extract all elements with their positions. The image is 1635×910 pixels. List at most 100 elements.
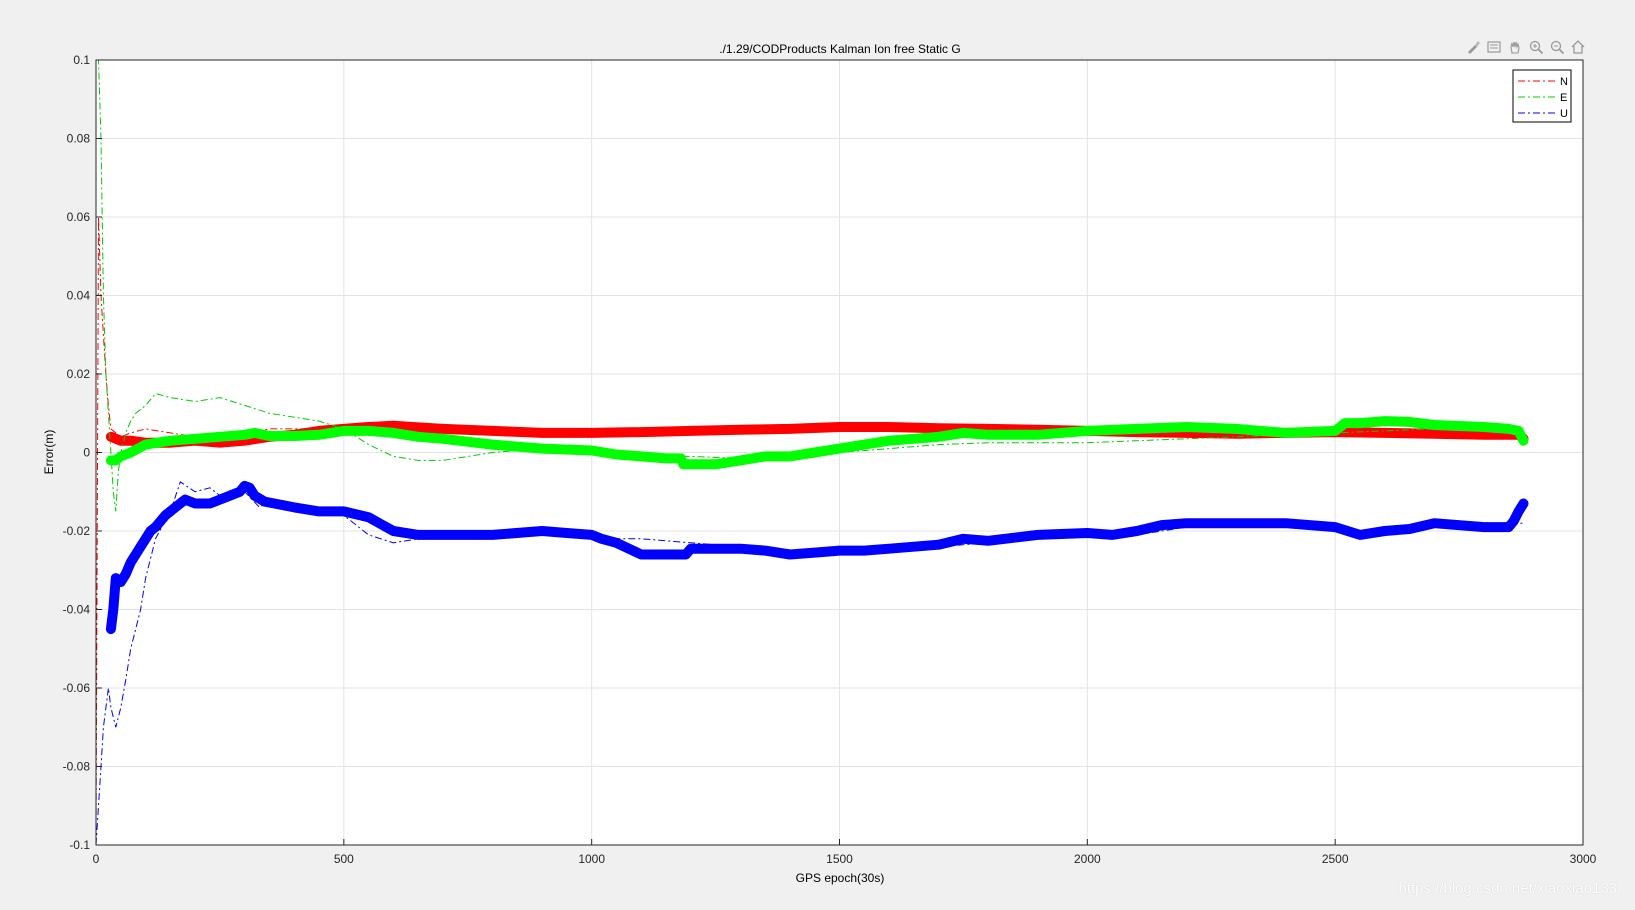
data-point-e (835, 444, 844, 453)
data-point-e (934, 432, 943, 441)
y-tick-label: 0.04 (67, 289, 91, 303)
data-point-u (1509, 517, 1518, 526)
x-tick-label: 0 (93, 852, 100, 866)
data-point-n (488, 426, 497, 435)
series-group (96, 60, 1529, 845)
y-tick-label: -0.08 (63, 760, 91, 774)
x-tick-label: 3000 (1570, 852, 1597, 866)
data-point-u (1380, 526, 1389, 536)
data-point-u (1355, 530, 1365, 540)
y-tick-label: 0.02 (67, 367, 91, 381)
data-point-u (1083, 528, 1092, 538)
y-tick-label: -0.1 (69, 838, 90, 852)
data-point-e (1033, 430, 1042, 439)
data-point-u (661, 550, 671, 559)
data-point-e (1231, 424, 1241, 433)
data-point-u (131, 550, 140, 559)
data-point-u (121, 570, 130, 579)
data-point-u (181, 495, 190, 504)
data-point-e (215, 432, 224, 441)
data-point-u (339, 507, 348, 516)
legend-label-u: U (1560, 108, 1568, 120)
data-point-e (909, 434, 919, 443)
data-point-u (109, 605, 118, 614)
data-point-u (240, 481, 249, 490)
data-point-e (736, 456, 745, 465)
data-point-n (116, 436, 125, 445)
data-point-e (537, 444, 547, 453)
data-point-u (736, 544, 745, 553)
data-point-u (612, 538, 621, 547)
data-point-u (1157, 520, 1166, 530)
x-tick-label: 1500 (826, 852, 853, 866)
legend-label-n: N (1560, 76, 1568, 88)
data-point-u (245, 483, 254, 492)
data-point-u (438, 530, 448, 540)
legend[interactable]: NEU (1512, 69, 1572, 123)
data-point-u (959, 534, 968, 543)
data-point-u (364, 513, 373, 522)
watermark: https://blog.csdn.net/xiaoxiao133 (1398, 880, 1617, 897)
ticks: 0 500 1000 1500 2000 2500 3000 -0.1 -0.08 -0.06 -0… (63, 53, 1597, 866)
data-point-e (1182, 422, 1191, 432)
pan-icon[interactable] (1506, 38, 1524, 56)
data-point-u (562, 528, 572, 538)
data-point-u (250, 491, 259, 500)
data-point-e (339, 426, 348, 435)
data-point-u (637, 550, 646, 559)
data-point-e (587, 446, 596, 455)
data-point-u (1107, 530, 1117, 540)
zoom-in-icon[interactable] (1527, 38, 1545, 56)
figure-toolbar (1464, 38, 1587, 56)
data-point-u (1405, 524, 1414, 534)
data-point-u (106, 624, 116, 634)
data-point-n (438, 424, 448, 433)
home-icon[interactable] (1569, 38, 1587, 56)
data-point-u (1033, 530, 1042, 540)
data-point-e (166, 436, 175, 445)
data-point-e (884, 436, 894, 445)
data-point-n (835, 422, 844, 432)
data-point-u (785, 550, 795, 559)
data-point-u (1519, 499, 1528, 508)
y-tick-label: -0.04 (63, 603, 91, 617)
data-point-u (860, 546, 869, 555)
zoom-out-icon[interactable] (1548, 38, 1566, 56)
data-point-n (537, 428, 547, 437)
data-point-e (126, 448, 135, 457)
data-point-u (1430, 519, 1439, 528)
data-point-n (106, 432, 116, 441)
y-axis-label: Error(m) (42, 430, 56, 475)
data-point-e (106, 456, 116, 465)
data-point-e (1355, 419, 1365, 428)
y-tick-label: 0.08 (67, 132, 91, 146)
data-point-e (265, 431, 274, 441)
data-point-e (637, 452, 646, 461)
data-point-u (835, 546, 844, 555)
data-point-e (1083, 426, 1092, 435)
data-point-e (1504, 424, 1513, 433)
data-point-e (116, 452, 125, 461)
data-point-n (686, 426, 695, 435)
data-point-u (171, 503, 180, 512)
data-point-n (736, 425, 745, 434)
data-point-e (612, 450, 621, 459)
data-point-u (116, 577, 125, 587)
data-point-e (1132, 424, 1142, 433)
data-point-e (711, 460, 720, 469)
brush-icon[interactable] (1464, 38, 1482, 56)
data-point-u (270, 499, 279, 508)
data-point-u (191, 499, 200, 508)
data-point-u (136, 542, 145, 551)
x-tick-label: 500 (334, 852, 354, 866)
data-point-u (686, 544, 695, 553)
insert-legend-icon[interactable] (1485, 38, 1503, 56)
data-point-e (1479, 422, 1489, 432)
chart-title: ./1.29/CODProducts Kalman Ion free Stati… (719, 42, 960, 56)
data-point-e (1430, 420, 1439, 430)
data-point-u (1331, 522, 1340, 532)
data-point-n (884, 422, 894, 432)
data-point-e (240, 430, 249, 439)
data-point-u (1281, 519, 1290, 528)
y-tick-label: 0.1 (73, 53, 90, 67)
